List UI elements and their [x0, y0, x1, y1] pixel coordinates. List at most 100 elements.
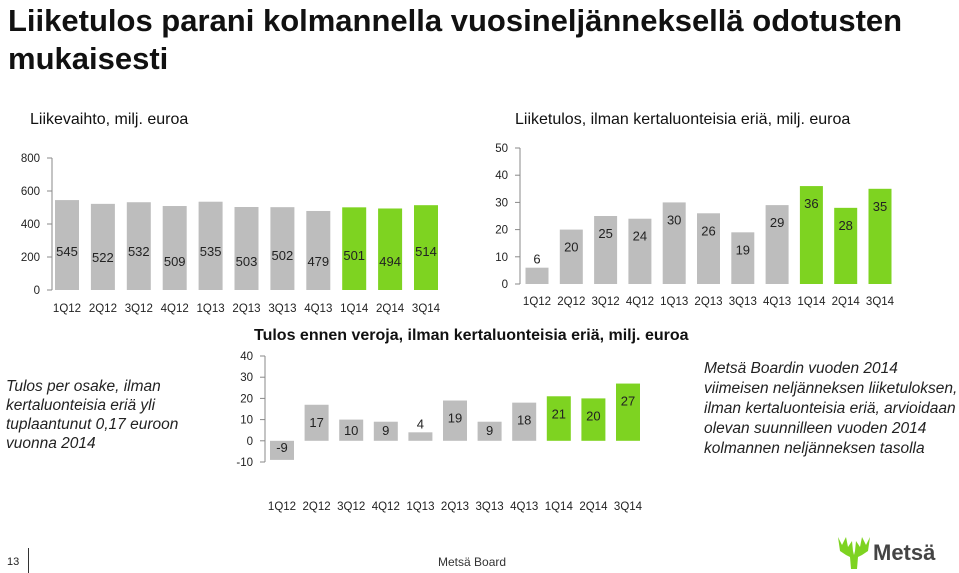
value-label-pbt: 4 — [417, 416, 424, 431]
x-tick-label-ebit: 2Q14 — [832, 296, 861, 308]
x-tick-label-rev: 2Q13 — [232, 303, 260, 315]
bar-rev-4Q13 — [306, 210, 331, 290]
value-label-pbt: 10 — [344, 423, 358, 438]
bar-pbt-4Q12 — [373, 421, 398, 441]
y-tick-label-rev: 800 — [21, 153, 40, 165]
chart2-title: Liiketulos, ilman kertaluonteisia eriä, … — [515, 111, 851, 128]
moose-antler-icon — [838, 537, 870, 569]
y-tick-label-pbt: 40 — [240, 351, 253, 363]
footer-divider — [28, 548, 29, 573]
y-tick-label-ebit: 30 — [495, 197, 508, 209]
x-tick-label-rev: 4Q13 — [304, 303, 332, 315]
x-tick-label-pbt: 1Q13 — [406, 501, 434, 513]
bar-ebit-1Q12 — [525, 267, 549, 284]
x-tick-label-ebit: 4Q13 — [763, 296, 791, 308]
y-tick-label-ebit: 50 — [495, 143, 508, 155]
x-tick-label-rev: 1Q13 — [197, 303, 225, 315]
bar-rev-1Q12 — [55, 200, 79, 290]
value-label-pbt: 17 — [309, 415, 323, 430]
note-eps: Tulos per osake, ilman kertaluonteisia e… — [6, 378, 179, 452]
x-tick-label-rev: 1Q14 — [340, 303, 369, 315]
bar-pbt-3Q12 — [339, 419, 364, 441]
y-tick-label-pbt: 0 — [247, 436, 253, 448]
x-tick-label-ebit: 2Q13 — [694, 296, 722, 308]
bar-pbt-3Q13 — [477, 421, 502, 441]
y-tick-label-pbt: 10 — [240, 415, 253, 427]
value-label-ebit: 25 — [598, 226, 612, 241]
y-tick-label-rev: 400 — [21, 219, 40, 231]
bar-rev-3Q13 — [270, 207, 295, 290]
bar-ebit-3Q13 — [731, 232, 755, 284]
bar-ebit-2Q13 — [697, 213, 720, 284]
x-tick-label-rev: 2Q12 — [89, 303, 117, 315]
x-tick-label-pbt: 1Q12 — [268, 501, 296, 513]
value-label-pbt: 21 — [552, 406, 566, 421]
bar-rev-3Q12 — [126, 202, 151, 290]
bar-pbt-2Q12 — [304, 404, 329, 441]
bar-pbt-1Q14 — [546, 396, 571, 441]
value-label-pbt: 20 — [586, 408, 600, 423]
bar-ebit-1Q14 — [799, 186, 823, 284]
bar-rev-1Q13 — [198, 201, 223, 290]
x-tick-label-ebit: 1Q14 — [797, 296, 826, 308]
bar-ebit-4Q13 — [765, 205, 789, 284]
bar-pbt-1Q13 — [408, 432, 433, 441]
y-tick-label-rev: 200 — [21, 252, 40, 264]
x-tick-label-pbt: 3Q14 — [614, 501, 643, 513]
value-label-rev: 514 — [415, 244, 437, 259]
value-label-ebit: 36 — [804, 196, 818, 211]
bar-pbt-2Q13 — [443, 400, 467, 441]
footer-company: Metsä Board — [438, 555, 507, 569]
value-label-ebit: 6 — [533, 252, 540, 267]
y-tick-label-ebit: 10 — [495, 252, 508, 264]
value-label-rev: 509 — [164, 254, 186, 269]
value-label-pbt: 18 — [517, 413, 531, 428]
y-tick-label-rev: 600 — [21, 186, 40, 198]
x-tick-label-ebit: 3Q13 — [729, 296, 757, 308]
value-label-rev: 545 — [56, 244, 78, 259]
y-tick-label-ebit: 0 — [502, 279, 508, 291]
bar-ebit-2Q12 — [559, 229, 583, 284]
value-label-pbt: 27 — [621, 394, 635, 409]
page-number: 13 — [7, 556, 20, 568]
y-tick-label-ebit: 20 — [495, 225, 508, 237]
value-label-rev: 494 — [379, 254, 401, 269]
bar-ebit-1Q13 — [662, 202, 686, 284]
bar-rev-2Q12 — [90, 203, 115, 290]
x-tick-label-rev: 4Q12 — [161, 303, 189, 315]
value-label-ebit: 24 — [633, 229, 647, 244]
value-label-ebit: 28 — [838, 218, 852, 233]
value-label-ebit: 20 — [564, 240, 578, 255]
value-label-rev: 535 — [200, 244, 222, 259]
value-label-pbt: -9 — [276, 440, 288, 455]
x-tick-label-ebit: 3Q14 — [866, 296, 895, 308]
x-tick-label-pbt: 2Q13 — [441, 501, 469, 513]
value-label-pbt: 9 — [382, 423, 389, 438]
logo-wordmark: Metsä — [873, 540, 936, 565]
y-tick-label-pbt: -10 — [236, 457, 253, 469]
value-label-pbt: 19 — [448, 411, 462, 426]
value-label-rev: 503 — [236, 254, 258, 269]
x-tick-label-ebit: 3Q12 — [592, 296, 620, 308]
bar-pbt-1Q12 — [270, 440, 294, 460]
bar-ebit-4Q12 — [628, 218, 652, 284]
value-label-ebit: 29 — [770, 215, 784, 230]
y-tick-label-rev: 0 — [34, 285, 40, 297]
bar-ebit-3Q14 — [868, 188, 892, 284]
x-tick-label-pbt: 4Q12 — [372, 501, 400, 513]
x-tick-label-rev: 3Q12 — [125, 303, 153, 315]
x-tick-label-pbt: 3Q12 — [337, 501, 365, 513]
page-title: Liiketulos parani kolmannella vuosineljä… — [8, 3, 903, 76]
value-label-rev: 532 — [128, 244, 150, 259]
chart1-title: Liikevaihto, milj. euroa — [30, 111, 189, 128]
bar-rev-2Q14 — [378, 208, 403, 290]
bar-ebit-3Q12 — [594, 216, 618, 284]
x-tick-label-pbt: 3Q13 — [476, 501, 504, 513]
value-label-ebit: 19 — [736, 242, 750, 257]
x-tick-label-rev: 3Q14 — [412, 303, 441, 315]
bar-pbt-4Q13 — [512, 402, 537, 441]
y-tick-label-pbt: 20 — [240, 393, 253, 405]
y-tick-label-ebit: 40 — [495, 170, 508, 182]
bar-rev-4Q12 — [162, 206, 187, 290]
